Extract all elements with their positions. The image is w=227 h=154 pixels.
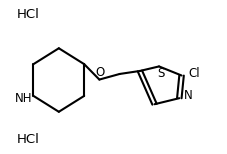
Text: HCl: HCl <box>17 132 40 146</box>
Text: O: O <box>95 65 105 79</box>
Text: N: N <box>183 89 192 102</box>
Text: Cl: Cl <box>187 67 199 81</box>
Text: HCl: HCl <box>17 8 40 22</box>
Text: NH: NH <box>15 92 32 105</box>
Text: S: S <box>156 67 164 81</box>
